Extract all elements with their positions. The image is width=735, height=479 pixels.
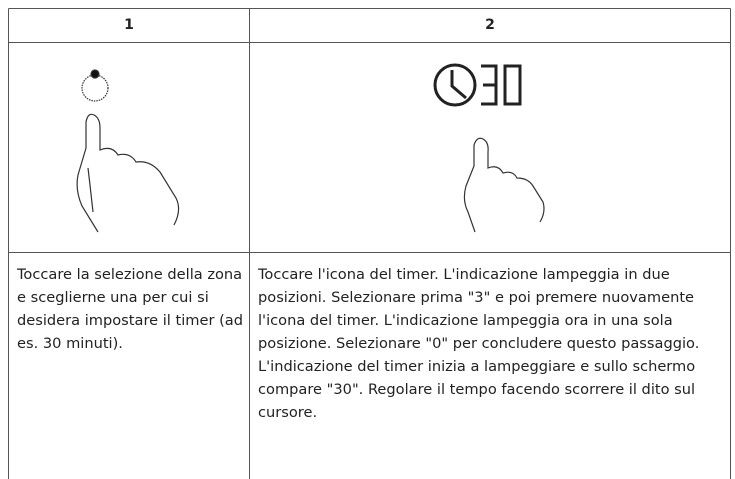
cell-text: Toccare l'icona del timer. L'indicazione… — [258, 266, 700, 421]
illustration-zone — [76, 69, 180, 233]
illustration-hand — [463, 137, 545, 233]
cell-text: Toccare la selezione della zona e scegli… — [17, 266, 244, 352]
illustration-timer — [433, 63, 522, 107]
header-cell: 2 — [485, 17, 495, 33]
header-cell: 1 — [124, 17, 134, 33]
